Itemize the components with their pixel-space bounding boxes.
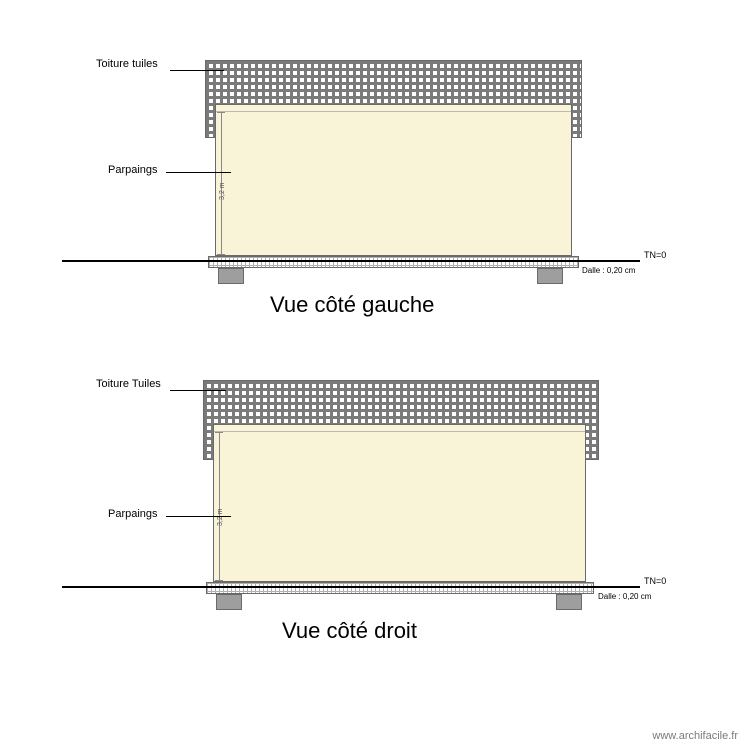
slab-right bbox=[206, 582, 594, 594]
view-left: 3,2 m TN=0 Dalle : 0,20 cm Toiture tuile… bbox=[0, 60, 750, 330]
label-toiture-left: Toiture tuiles bbox=[96, 58, 158, 70]
dim-bar-right bbox=[219, 432, 220, 580]
leader bbox=[170, 390, 226, 391]
dim-tick bbox=[217, 112, 225, 113]
ground-line-left bbox=[62, 260, 640, 262]
label-parpaings-right: Parpaings bbox=[108, 508, 158, 520]
dim-tick bbox=[215, 432, 223, 433]
title-left: Vue côté gauche bbox=[270, 292, 434, 318]
footing-pad bbox=[537, 268, 563, 284]
dalle-label-right: Dalle : 0,20 cm bbox=[598, 592, 651, 601]
dim-label-right: 3,2 m bbox=[217, 508, 224, 526]
tn-label-right: TN=0 bbox=[644, 576, 666, 586]
wall-right bbox=[213, 424, 586, 582]
leader bbox=[166, 172, 231, 173]
footing-pad bbox=[218, 268, 244, 284]
view-right: 3,2 m TN=0 Dalle : 0,20 cm Toiture Tuile… bbox=[0, 380, 750, 660]
dalle-label-left: Dalle : 0,20 cm bbox=[582, 266, 635, 275]
watermark: www.archifacile.fr bbox=[652, 730, 738, 742]
leader bbox=[170, 70, 224, 71]
wall-left bbox=[215, 104, 572, 256]
dim-label-left: 3,2 m bbox=[219, 182, 226, 200]
footing-pad bbox=[216, 594, 242, 610]
leader bbox=[166, 516, 231, 517]
dim-tick bbox=[215, 580, 223, 581]
slab-left bbox=[208, 256, 579, 268]
ground-line-right bbox=[62, 586, 640, 588]
label-toiture-right: Toiture Tuiles bbox=[96, 378, 161, 390]
dim-tick bbox=[217, 254, 225, 255]
title-right: Vue côté droit bbox=[282, 618, 417, 644]
footing-pad bbox=[556, 594, 582, 610]
tn-label-left: TN=0 bbox=[644, 250, 666, 260]
label-parpaings-left: Parpaings bbox=[108, 164, 158, 176]
